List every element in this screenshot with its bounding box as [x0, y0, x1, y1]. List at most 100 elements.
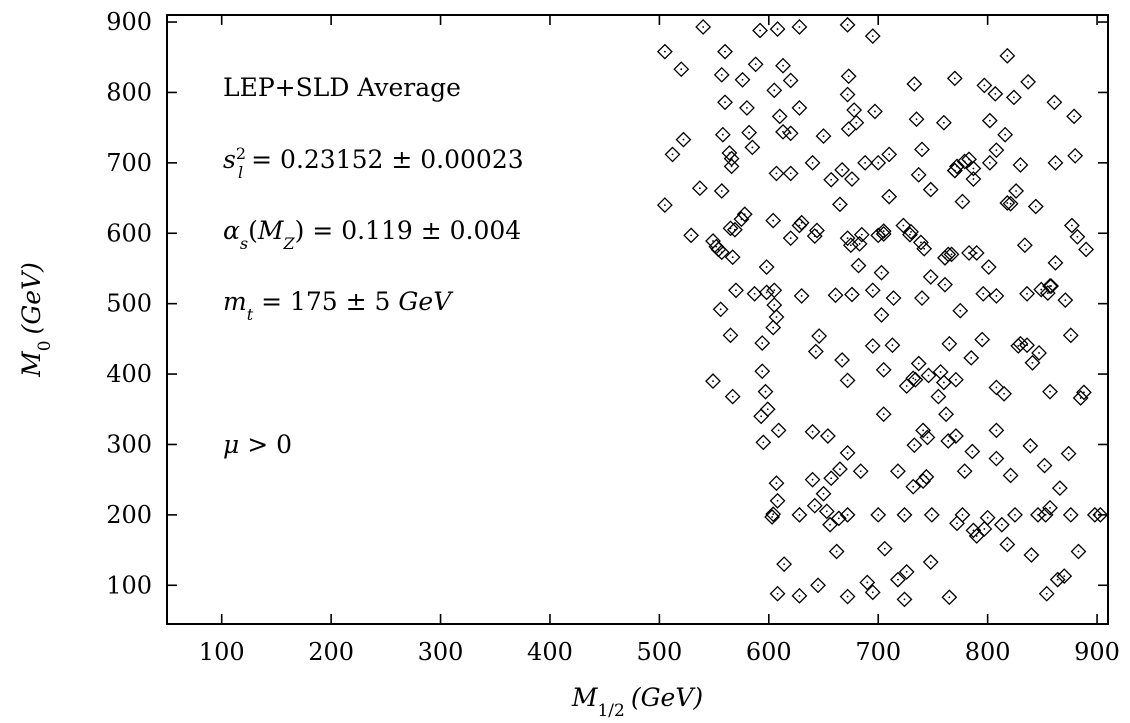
data-point: [987, 85, 1004, 102]
data-point: [1067, 147, 1084, 164]
x-tick-label: 200: [308, 638, 354, 666]
axis-ticks: [167, 15, 1108, 624]
data-point: [1019, 337, 1035, 354]
y-tick-label: 300: [106, 430, 152, 458]
data-point: [738, 100, 755, 116]
data-point: [842, 237, 859, 254]
data-point: [1047, 254, 1064, 271]
data-point: [846, 102, 863, 118]
data-point: [1042, 383, 1058, 400]
x-tick-label: 800: [965, 638, 1011, 666]
data-point: [675, 131, 692, 148]
data-point: [752, 22, 768, 39]
data-point: [834, 352, 851, 368]
x-tick-label: 900: [1074, 638, 1120, 666]
data-point: [806, 228, 823, 244]
data-point: [965, 160, 982, 177]
data-point: [981, 154, 998, 171]
data-point: [839, 16, 856, 33]
x-tick-label: 100: [199, 638, 245, 666]
data-point: [1037, 506, 1054, 523]
data-point: [695, 19, 712, 35]
data-point: [946, 162, 963, 179]
data-point: [804, 471, 821, 488]
data-point: [791, 217, 808, 234]
data-point: [782, 72, 799, 89]
data-point: [811, 328, 828, 344]
data-point: [875, 226, 892, 242]
data-point: [753, 408, 770, 425]
data-point: [840, 68, 857, 85]
data-point: [741, 124, 758, 141]
data-point: [754, 335, 771, 352]
data-point: [980, 259, 997, 275]
data-point: [905, 478, 922, 495]
data-point: [754, 363, 771, 380]
data-point: [828, 543, 845, 560]
data-point: [988, 422, 1005, 439]
data-point: [815, 485, 832, 502]
annotation-mu: μ > 0: [223, 430, 292, 459]
data-point: [832, 196, 848, 213]
data-point: [981, 112, 998, 129]
data-point: [713, 183, 730, 199]
y-tick-label: 800: [106, 78, 152, 106]
data-point: [1019, 285, 1035, 302]
data-point: [815, 128, 832, 145]
data-point: [895, 217, 912, 234]
data-point: [1076, 384, 1092, 401]
data-point: [881, 146, 898, 163]
data-point: [914, 141, 930, 158]
data-point: [822, 516, 838, 533]
data-point: [1008, 183, 1025, 199]
data-point: [733, 211, 750, 228]
data-point: [758, 259, 775, 275]
data-point: [914, 290, 930, 306]
data-point: [1039, 285, 1056, 302]
data-point: [947, 428, 964, 444]
data-point: [1051, 480, 1068, 497]
data-point: [830, 510, 847, 527]
data-point: [726, 221, 743, 238]
data-point: [1027, 198, 1044, 215]
data-point: [1005, 89, 1022, 106]
data-point: [1060, 445, 1077, 462]
data-point: [755, 434, 772, 451]
data-point: [691, 180, 708, 197]
data-point: [656, 197, 673, 214]
data-point: [941, 589, 958, 606]
y-tick-label: 100: [106, 571, 152, 599]
data-point: [782, 230, 799, 247]
data-point: [867, 103, 883, 120]
data-point: [988, 379, 1005, 396]
data-point: [923, 506, 940, 523]
annotation-lep-sld: LEP+SLD Average: [223, 73, 461, 102]
data-point: [1022, 437, 1039, 454]
data-point: [791, 19, 808, 35]
data-point: [896, 506, 913, 523]
data-point: [947, 371, 964, 388]
data-point: [1024, 354, 1041, 371]
data-point: [910, 166, 927, 183]
data-point: [918, 468, 935, 485]
data-point: [664, 146, 681, 163]
data-point: [996, 385, 1012, 402]
data-point: [776, 556, 793, 573]
data-point: [876, 540, 893, 557]
data-points: [656, 16, 1109, 608]
data-point: [940, 246, 957, 263]
data-point: [712, 301, 729, 318]
data-point: [961, 245, 977, 261]
data-point: [964, 443, 981, 460]
data-point: [873, 264, 890, 281]
y-tick-label: 200: [106, 501, 152, 529]
data-point: [791, 506, 808, 523]
data-point: [683, 227, 700, 244]
data-point: [956, 463, 973, 480]
data-point: [875, 406, 892, 423]
data-point: [823, 470, 840, 487]
data-point: [946, 70, 963, 87]
data-point: [954, 193, 971, 210]
data-point: [823, 171, 840, 188]
data-point: [889, 463, 906, 480]
